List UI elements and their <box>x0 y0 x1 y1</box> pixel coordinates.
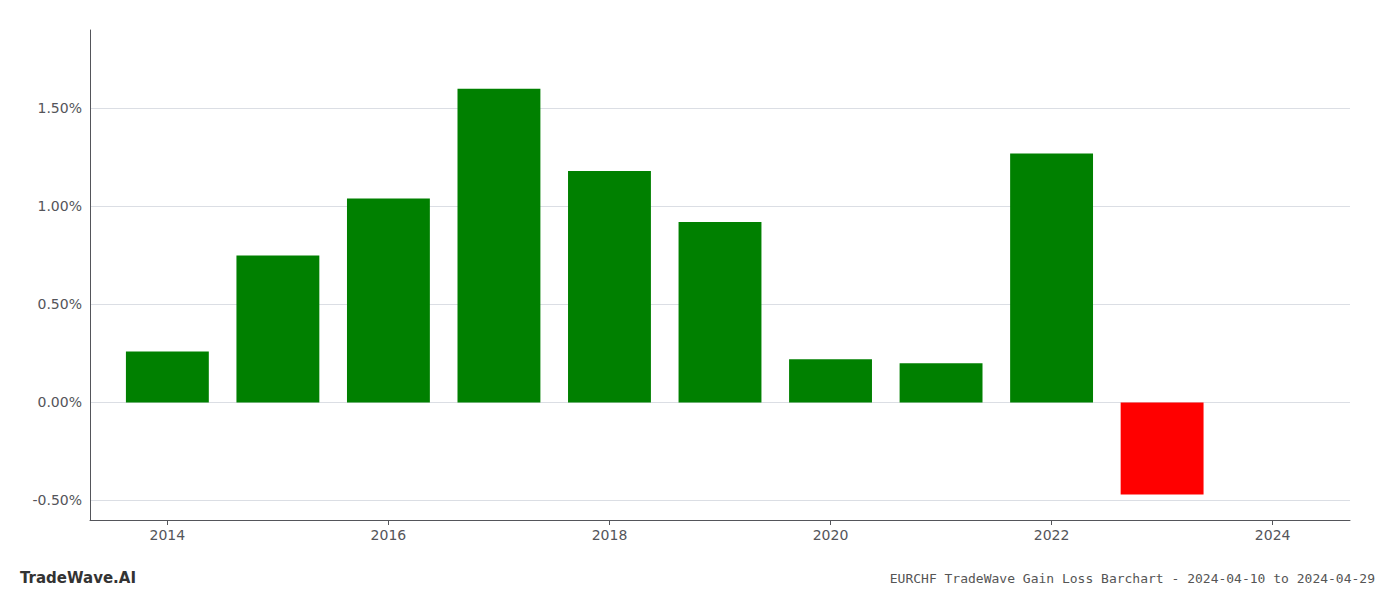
svg-text:2020: 2020 <box>813 527 849 543</box>
svg-text:2016: 2016 <box>371 527 407 543</box>
svg-text:2014: 2014 <box>150 527 186 543</box>
svg-text:EURCHF TradeWave Gain Loss Bar: EURCHF TradeWave Gain Loss Barchart - 20… <box>890 571 1375 586</box>
svg-text:-0.50%: -0.50% <box>32 492 82 508</box>
svg-text:2022: 2022 <box>1034 527 1070 543</box>
svg-text:2024: 2024 <box>1255 527 1291 543</box>
svg-text:0.50%: 0.50% <box>38 296 82 312</box>
svg-text:2018: 2018 <box>592 527 628 543</box>
svg-text:1.00%: 1.00% <box>38 198 82 214</box>
svg-text:TradeWave.AI: TradeWave.AI <box>20 569 136 587</box>
svg-text:1.50%: 1.50% <box>38 100 82 116</box>
svg-text:0.00%: 0.00% <box>38 394 82 410</box>
